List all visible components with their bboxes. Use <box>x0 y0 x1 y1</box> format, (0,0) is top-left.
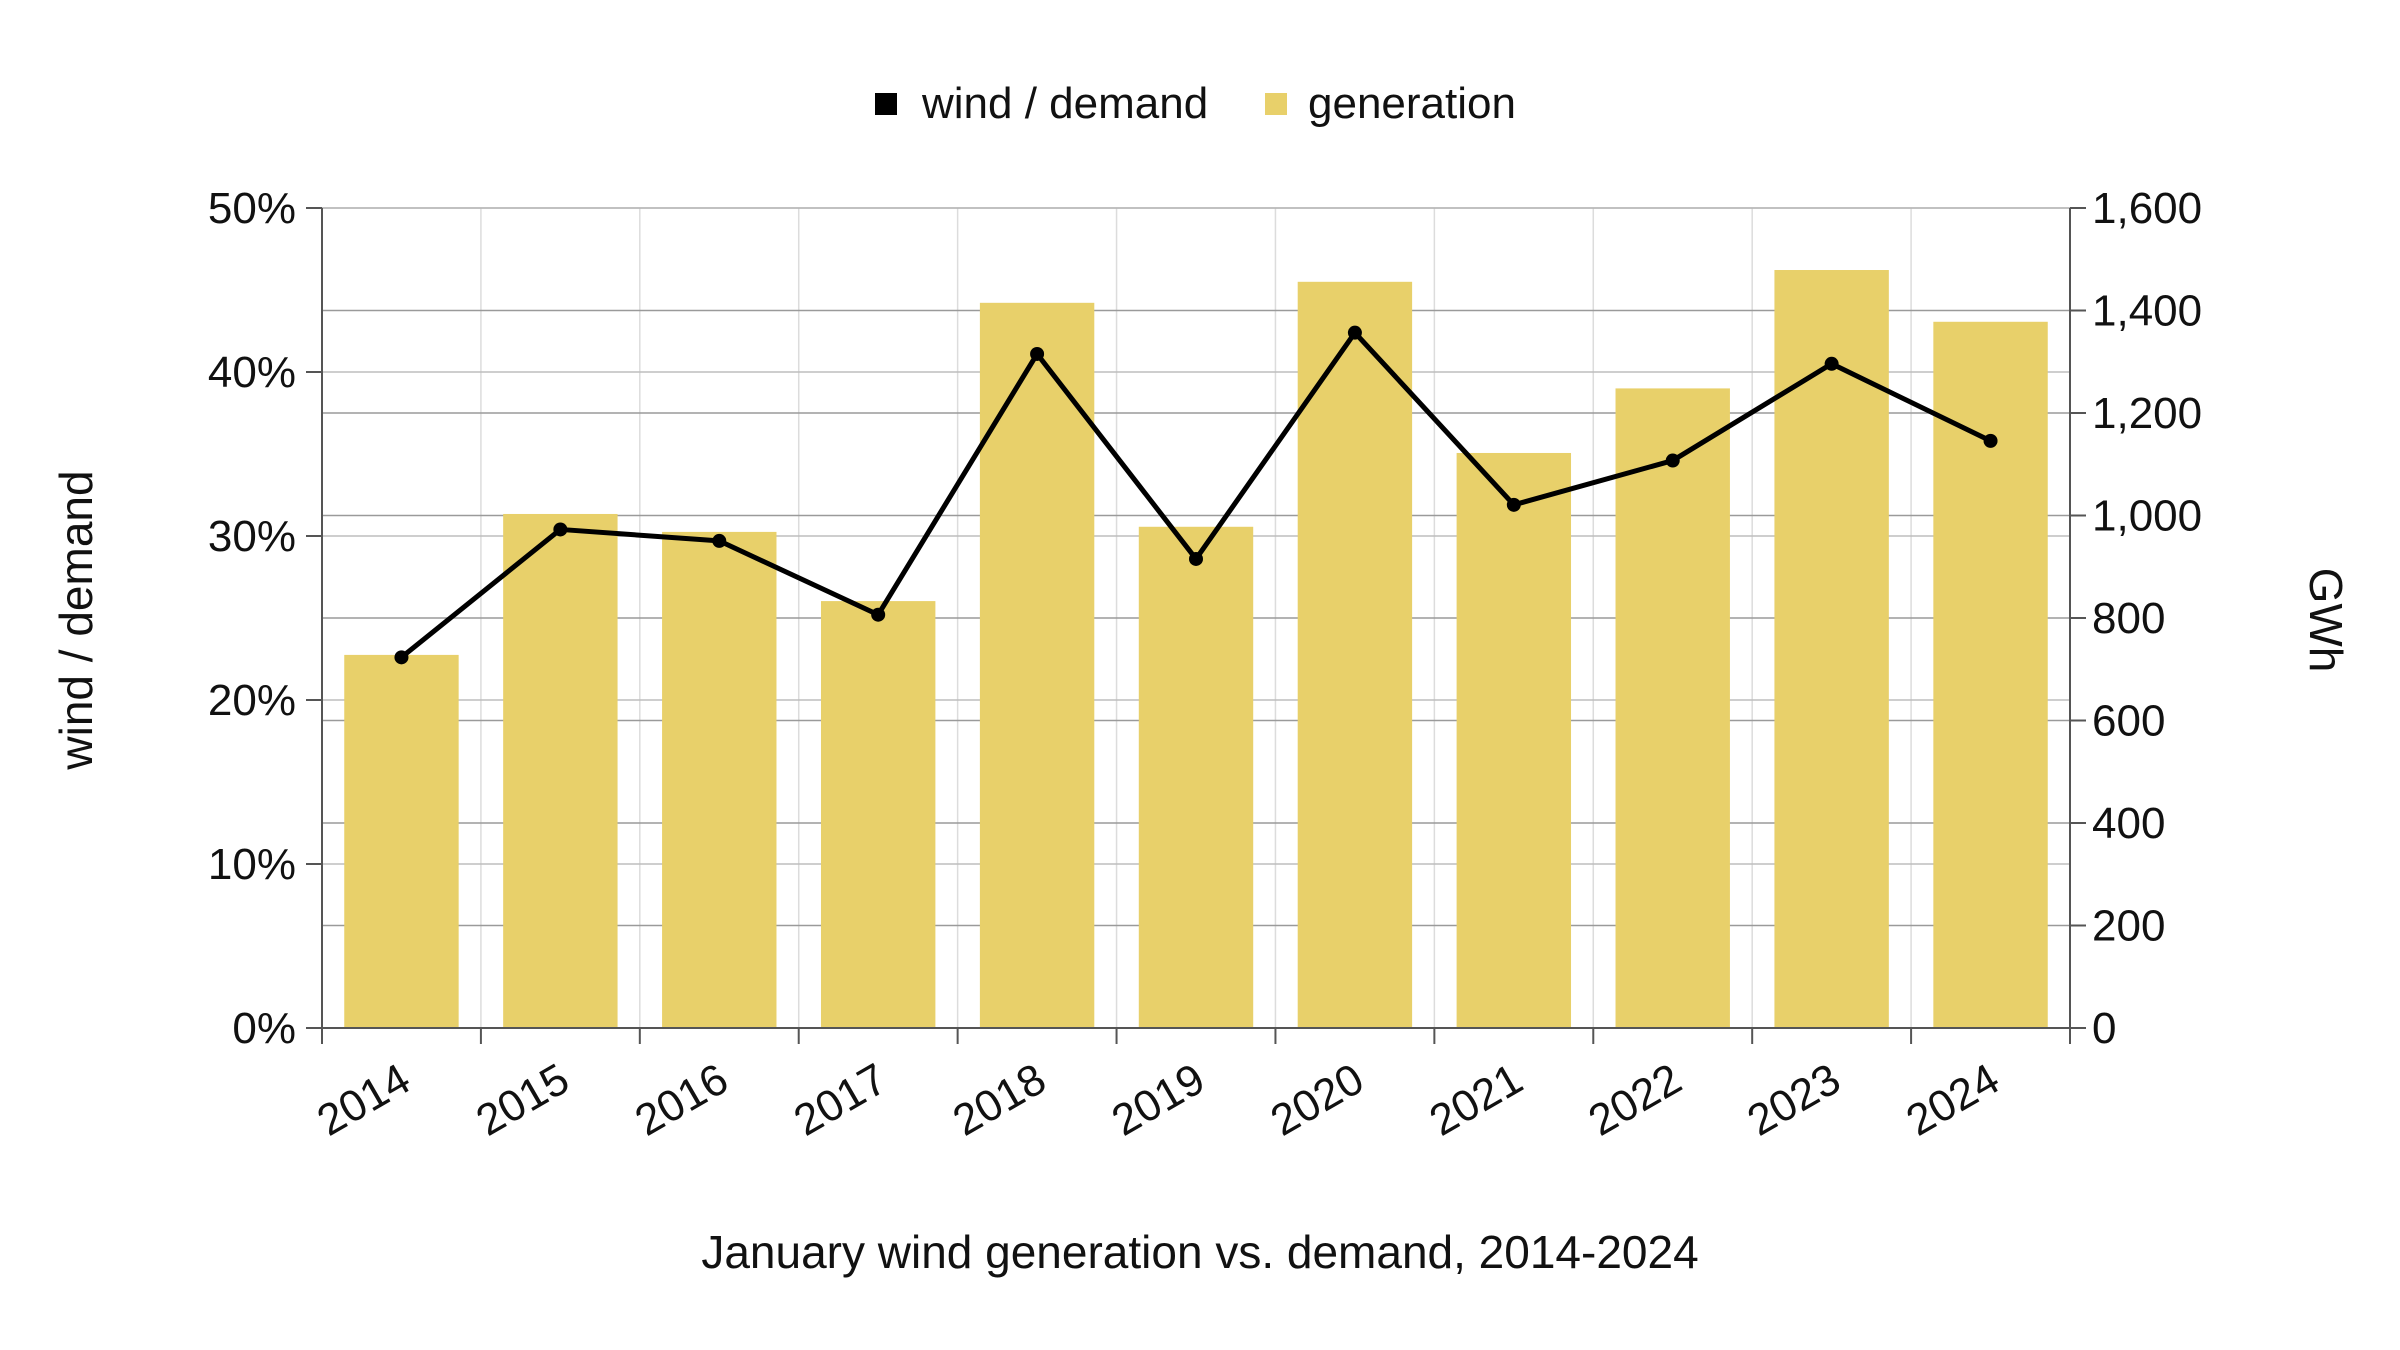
y-axis-title: wind / demand <box>50 470 102 770</box>
point-wind-demand-2014 <box>394 650 409 665</box>
y2-tick-label: 0 <box>2092 1004 2116 1053</box>
y2-tick-label: 600 <box>2092 697 2165 746</box>
x-tick-label: 2016 <box>627 1054 736 1145</box>
bar-generation-2023 <box>1774 270 1889 1028</box>
x-tick-label: 2015 <box>468 1054 577 1145</box>
bar-generation-2015 <box>503 513 618 1028</box>
point-wind-demand-2016 <box>712 533 727 548</box>
bar-generation-2014 <box>344 654 459 1028</box>
y-tick-label: 40% <box>208 348 296 397</box>
point-wind-demand-2023 <box>1824 356 1839 371</box>
point-wind-demand-2018 <box>1030 346 1045 361</box>
bar-generation-2018 <box>979 302 1095 1028</box>
generation-bars <box>344 270 2048 1029</box>
right-axis-ticks: 0 200 400 600 800 1,000 1,200 1,400 1,600 <box>2092 184 2202 1053</box>
y2-tick-label: 1,200 <box>2092 389 2202 438</box>
y-tick-label: 10% <box>208 840 296 889</box>
y2-tick-label: 400 <box>2092 799 2165 848</box>
y-tick-label: 30% <box>208 512 296 561</box>
axes <box>306 207 2086 1044</box>
bar-generation-2024 <box>1933 321 2048 1028</box>
point-wind-demand-2017 <box>871 607 886 622</box>
legend-swatch-generation <box>1265 93 1287 115</box>
bar-generation-2017 <box>820 601 936 1028</box>
x-tick-label: 2019 <box>1104 1054 1213 1145</box>
y-tick-label: 50% <box>208 184 296 233</box>
y2-tick-label: 800 <box>2092 594 2165 643</box>
y-tick-label: 20% <box>208 676 296 725</box>
y2-tick-label: 1,600 <box>2092 184 2202 233</box>
x-tick-label: 2014 <box>309 1054 418 1145</box>
point-wind-demand-2015 <box>553 522 568 537</box>
x-tick-label: 2024 <box>1898 1054 2007 1145</box>
x-tick-label: 2022 <box>1580 1054 1689 1145</box>
wind-demand-line <box>394 325 1998 665</box>
legend-label-generation: generation <box>1308 79 1516 128</box>
x-axis-title: January wind generation vs. demand, 2014… <box>701 1226 1698 1278</box>
x-tick-label: 2017 <box>786 1054 895 1145</box>
bar-generation-2019 <box>1138 526 1254 1028</box>
point-wind-demand-2021 <box>1506 497 1521 512</box>
legend-swatch-wind-demand <box>875 93 897 115</box>
y2-tick-label: 200 <box>2092 902 2165 951</box>
legend: wind / demand generation <box>875 79 1516 128</box>
point-wind-demand-2022 <box>1665 453 1680 468</box>
y2-tick-label: 1,000 <box>2092 492 2202 541</box>
point-wind-demand-2019 <box>1189 551 1203 566</box>
x-tick-label: 2023 <box>1739 1054 1848 1145</box>
bar-generation-2021 <box>1456 452 1572 1029</box>
y2-tick-label: 1,400 <box>2092 287 2202 336</box>
y-tick-label: 0% <box>232 1004 296 1053</box>
x-tick-label: 2021 <box>1422 1054 1531 1145</box>
point-wind-demand-2020 <box>1347 325 1362 340</box>
y2-axis-title: GWh <box>2300 568 2352 673</box>
bar-generation-2020 <box>1297 281 1413 1028</box>
point-wind-demand-2024 <box>1983 433 1998 448</box>
bar-generation-2022 <box>1615 388 1730 1028</box>
x-tick-label: 2020 <box>1263 1054 1372 1145</box>
x-tick-label: 2018 <box>945 1054 1054 1145</box>
bar-generation-2016 <box>662 531 777 1028</box>
x-axis-ticks: 2014 2015 2016 2017 2018 2019 2020 2021 2022 2023… <box>309 1054 2007 1145</box>
legend-label-wind-demand: wind / demand <box>921 79 1208 128</box>
left-axis-ticks: 0% 10% 20% 30% 40% 50% <box>208 184 296 1053</box>
